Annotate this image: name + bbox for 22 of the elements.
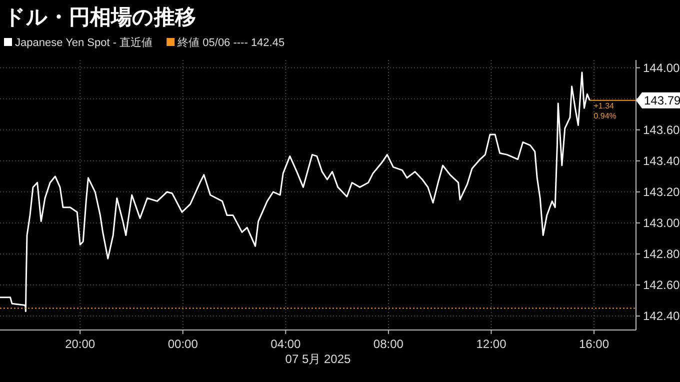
y-tick-label: 144.00 xyxy=(643,60,680,75)
legend-label: Japanese Yen Spot - 直近値 xyxy=(15,36,153,49)
chart-title: ドル・円相場の推移 xyxy=(4,6,196,29)
y-tick-label: 142.80 xyxy=(643,246,680,261)
y-tick-label: 143.20 xyxy=(643,184,680,199)
y-tick-label: 143.60 xyxy=(643,122,680,137)
annotation: 0.94% xyxy=(594,111,616,120)
ref-line-label: 143.79 xyxy=(644,93,680,108)
line-series xyxy=(0,72,590,312)
y-tick-label: 143.00 xyxy=(643,216,680,230)
x-tick-label: 04:00 xyxy=(270,337,302,351)
annotation: +1.34 xyxy=(594,101,615,110)
x-tick-label: 08:00 xyxy=(373,337,404,351)
y-tick-label: 142.60 xyxy=(643,278,680,292)
x-tick-label: 00:00 xyxy=(168,337,198,351)
x-axis-title: 07 5月 2025 xyxy=(285,352,352,366)
x-tick-label: 12:00 xyxy=(476,337,507,351)
legend-label: 終値 05/06 ---- 142.45 xyxy=(176,37,285,49)
y-tick-label: 142.40 xyxy=(643,309,680,324)
y-tick-label: 143.40 xyxy=(643,154,680,168)
x-tick-label: 20:00 xyxy=(65,337,96,351)
x-tick-label: 16:00 xyxy=(579,337,610,351)
